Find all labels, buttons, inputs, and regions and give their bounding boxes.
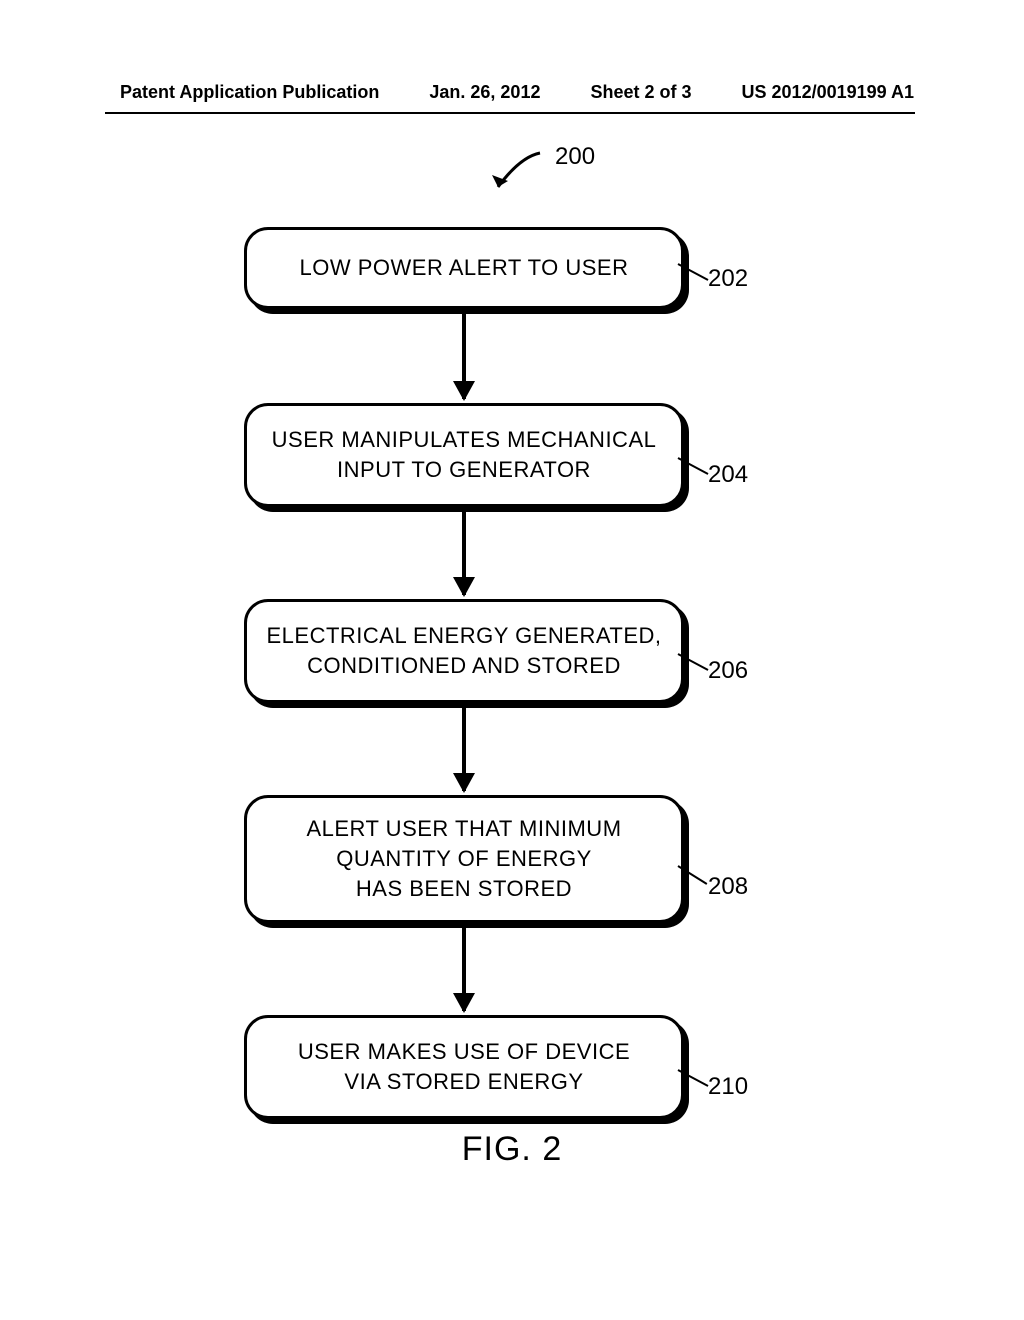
page-header: Patent Application Publication Jan. 26, … xyxy=(0,82,1024,103)
flow-arrow-1 xyxy=(462,511,466,595)
node-text: USER MAKES USE OF DEVICEVIA STORED ENERG… xyxy=(298,1037,630,1096)
flowchart-node-206: ELECTRICAL ENERGY GENERATED,CONDITIONED … xyxy=(244,599,684,703)
publication-date: Jan. 26, 2012 xyxy=(429,82,540,103)
flow-arrow-3 xyxy=(462,927,466,1011)
flowchart-node-204: USER MANIPULATES MECHANICALINPUT TO GENE… xyxy=(244,403,684,507)
flowchart-ref-number: 200 xyxy=(555,143,595,171)
node-ref-number-208: 208 xyxy=(708,873,748,901)
node-ref-number-204: 204 xyxy=(708,461,748,489)
node-text: LOW POWER ALERT TO USER xyxy=(300,253,629,283)
figure-label: FIG. 2 xyxy=(0,1130,1024,1169)
node-text: USER MANIPULATES MECHANICALINPUT TO GENE… xyxy=(272,425,657,484)
node-text: ALERT USER THAT MINIMUMQUANTITY OF ENERG… xyxy=(306,814,621,903)
node-text: ELECTRICAL ENERGY GENERATED,CONDITIONED … xyxy=(266,621,661,680)
node-box: ELECTRICAL ENERGY GENERATED,CONDITIONED … xyxy=(244,599,684,703)
flow-arrow-0 xyxy=(462,313,466,399)
node-box: LOW POWER ALERT TO USER xyxy=(244,227,684,309)
header-rule xyxy=(105,112,915,114)
node-ref-number-210: 210 xyxy=(708,1073,748,1101)
page: Patent Application Publication Jan. 26, … xyxy=(0,0,1024,1320)
node-ref-number-206: 206 xyxy=(708,657,748,685)
publication-label: Patent Application Publication xyxy=(120,82,379,103)
node-ref-number-202: 202 xyxy=(708,265,748,293)
flowchart-node-202: LOW POWER ALERT TO USER xyxy=(244,227,684,309)
sheet-number: Sheet 2 of 3 xyxy=(590,82,691,103)
flow-arrow-2 xyxy=(462,707,466,791)
flowchart-node-210: USER MAKES USE OF DEVICEVIA STORED ENERG… xyxy=(244,1015,684,1119)
node-box: USER MANIPULATES MECHANICALINPUT TO GENE… xyxy=(244,403,684,507)
node-box: USER MAKES USE OF DEVICEVIA STORED ENERG… xyxy=(244,1015,684,1119)
publication-number: US 2012/0019199 A1 xyxy=(742,82,914,103)
node-box: ALERT USER THAT MINIMUMQUANTITY OF ENERG… xyxy=(244,795,684,923)
flowchart-node-208: ALERT USER THAT MINIMUMQUANTITY OF ENERG… xyxy=(244,795,684,923)
flowchart-ref-arrow xyxy=(480,145,550,200)
